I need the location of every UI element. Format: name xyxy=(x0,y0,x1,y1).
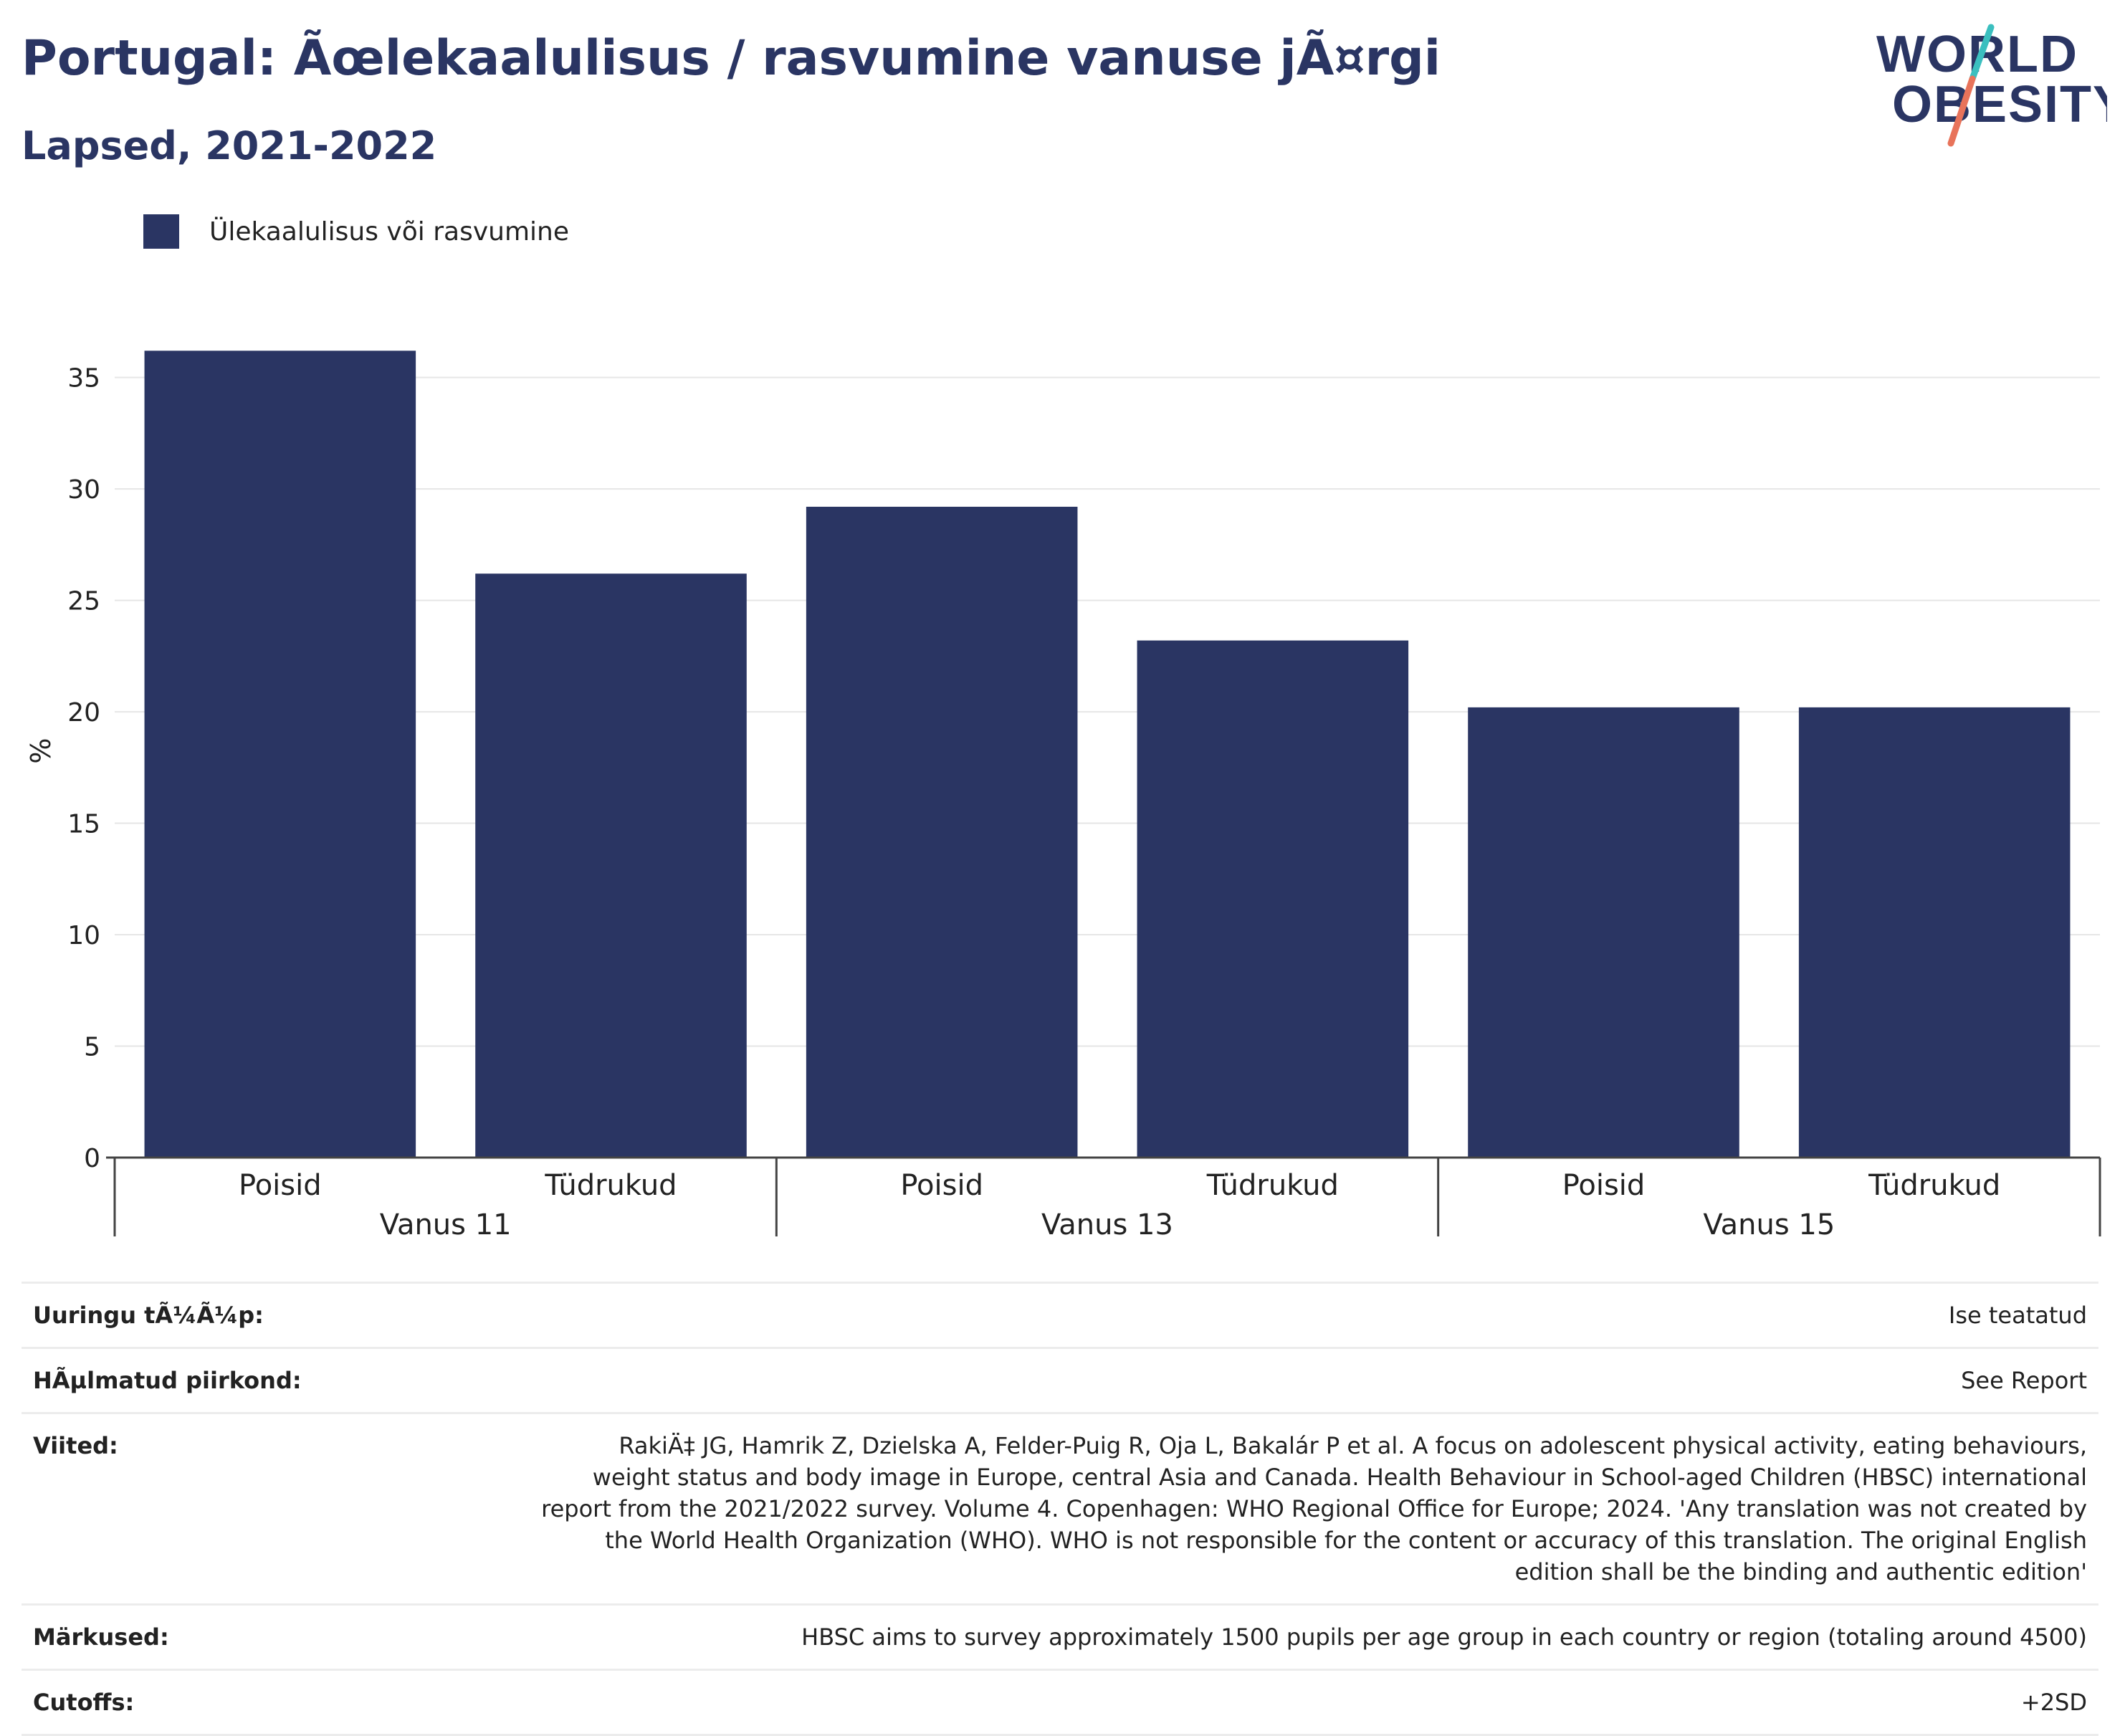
y-tick-label: 20 xyxy=(67,698,100,728)
y-tick-label: 5 xyxy=(84,1033,100,1062)
info-row-cutoffs: Cutoffs: +2SD xyxy=(22,1669,2098,1736)
bar xyxy=(806,507,1078,1158)
info-row-notes: Märkused: HBSC aims to survey approximat… xyxy=(22,1603,2098,1669)
info-table: Uuringu tÃ¼Ã¼p: Ise teatatud HÃµlmatud p… xyxy=(22,1282,2098,1736)
x-tick-label: Poisid xyxy=(239,1169,322,1202)
bar xyxy=(1137,640,1409,1158)
x-group-label: Vanus 13 xyxy=(1041,1208,1173,1241)
logo-line2: OBESITY xyxy=(1892,76,2107,133)
chart-title: Portugal: Ãœlekaalulisus / rasvumine van… xyxy=(22,30,1441,87)
legend-swatch xyxy=(143,214,179,249)
y-tick-label: 30 xyxy=(67,475,100,505)
legend: Ülekaalulisus või rasvumine xyxy=(143,214,569,249)
bars xyxy=(144,350,2071,1158)
logo-slash-teal xyxy=(1969,24,1995,82)
info-key: Cutoffs: xyxy=(33,1689,135,1716)
info-row-references: Viited: RakiÄ‡ JG, Hamrik Z, Dzielska A,… xyxy=(22,1412,2098,1603)
logo-line1: WORLD xyxy=(1876,26,2078,83)
info-value: See Report xyxy=(1961,1367,2087,1394)
info-key: HÃµlmatud piirkond: xyxy=(33,1367,302,1394)
y-tick-label: 0 xyxy=(84,1144,100,1173)
chart-subtitle: Lapsed, 2021-2022 xyxy=(22,123,437,168)
bar xyxy=(475,573,747,1158)
y-tick-label: 25 xyxy=(67,587,100,616)
bar xyxy=(144,350,416,1158)
bar xyxy=(1798,707,2071,1158)
info-value: Ise teatatud xyxy=(1948,1302,2087,1329)
info-value: HBSC aims to survey approximately 1500 p… xyxy=(801,1623,2087,1651)
info-key: Viited: xyxy=(33,1432,118,1459)
info-value: +2SD xyxy=(2020,1689,2087,1716)
info-row-region: HÃµlmatud piirkond: See Report xyxy=(22,1347,2098,1412)
x-tick-label: Poisid xyxy=(900,1169,983,1202)
x-group-label: Vanus 11 xyxy=(380,1208,512,1241)
info-row-survey-type: Uuringu tÃ¼Ã¼p: Ise teatatud xyxy=(22,1282,2098,1347)
x-tick-label: Poisid xyxy=(1562,1169,1646,1202)
info-key: Märkused: xyxy=(33,1623,169,1651)
axes: 0 5 10 15 20 25 30 35% Poisid Tüdrukud Vanus 11 Poi… xyxy=(25,364,2101,1241)
y-tick-label: 15 xyxy=(67,810,100,839)
info-key: Uuringu tÃ¼Ã¼p: xyxy=(33,1302,264,1329)
world-obesity-logo: WORLD OBESITY xyxy=(1876,24,2107,147)
logo-slash-coral xyxy=(1947,75,1976,147)
y-axis-label: % xyxy=(25,738,57,763)
gridlines xyxy=(115,376,2100,1047)
bar-chart: 0 5 10 15 20 25 30 35% Poisid Tüdrukud Vanus 11 Poi… xyxy=(25,350,2101,1241)
x-group-label: Vanus 15 xyxy=(1703,1208,1835,1241)
y-tick-label: 10 xyxy=(67,921,100,950)
bar xyxy=(1468,707,1739,1158)
legend-label: Ülekaalulisus või rasvumine xyxy=(209,216,569,247)
x-tick-label: Tüdrukud xyxy=(1868,1169,2000,1202)
info-value: RakiÄ‡ JG, Hamrik Z, Dzielska A, Felder-… xyxy=(541,1432,2087,1585)
x-tick-label: Tüdrukud xyxy=(544,1169,677,1202)
y-tick-label: 35 xyxy=(67,364,100,394)
x-tick-label: Tüdrukud xyxy=(1206,1169,1339,1202)
